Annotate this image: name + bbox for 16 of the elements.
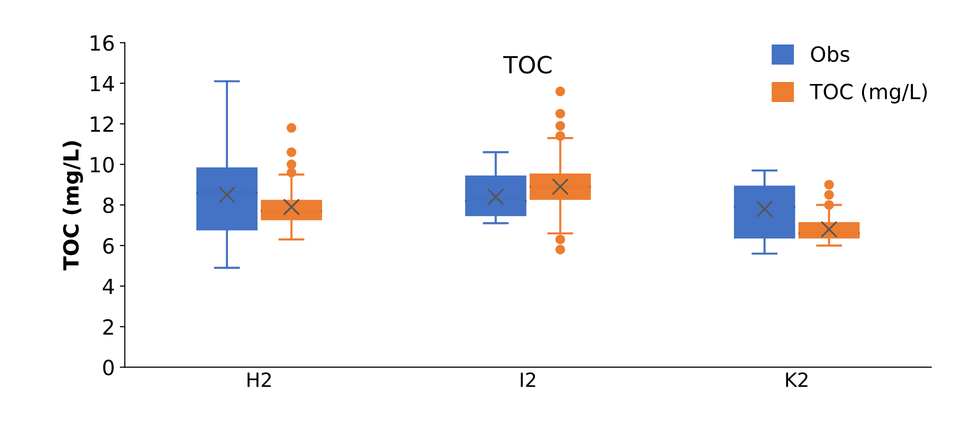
y-tick-label: 12 [90,116,113,132]
y-axis-title: TOC (mg/L) [62,141,84,270]
legend-label: Obs [811,46,850,62]
chart-title: TOC [503,56,552,74]
y-tick-label: 4 [102,278,114,294]
y-tick-label: 10 [90,156,114,173]
legend-label: TOC (mg/L) [810,83,927,104]
x-tick-label: I2 [520,372,536,387]
y-tick-label: 8 [103,197,114,214]
x-tick-label: K2 [786,372,808,387]
y-tick-label: 6 [103,238,114,254]
y-tick-label: 16 [90,35,114,51]
y-tick-label: 14 [90,76,114,92]
y-tick-label: 0 [103,360,114,376]
y-tick-label: 2 [103,319,113,335]
x-tick-label: H2 [248,372,271,387]
